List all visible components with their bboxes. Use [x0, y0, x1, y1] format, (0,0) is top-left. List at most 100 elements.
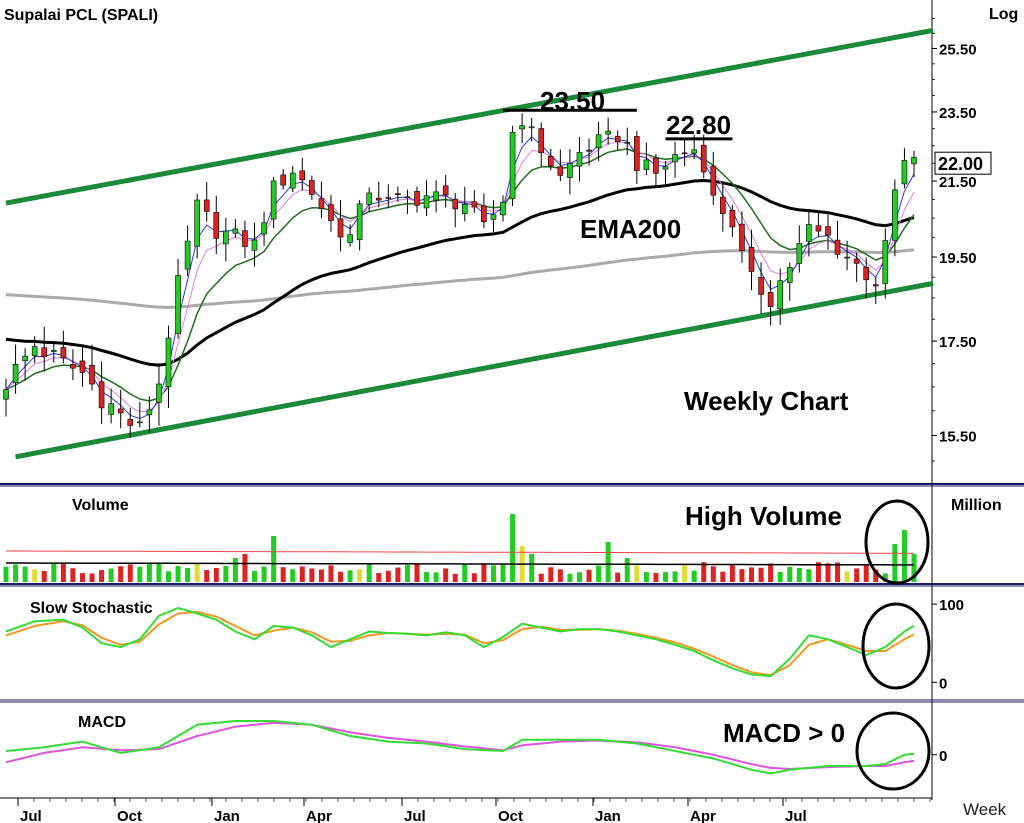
candle-body: [270, 180, 277, 220]
candle-body: [60, 347, 67, 359]
volume-label: Volume: [72, 497, 129, 514]
candle-body: [280, 174, 286, 186]
candle: [175, 258, 181, 339]
volume-bar: [653, 572, 659, 582]
time-tick-label: Jul: [785, 808, 807, 823]
macd-highlight-ellipse: [855, 711, 931, 791]
ema200-line: [5, 179, 915, 367]
stochastic-label: Slow Stochastic: [30, 600, 153, 617]
macd-tick-label: 0: [939, 748, 947, 765]
candle-body: [739, 223, 745, 251]
candle: [710, 151, 717, 206]
candle: [299, 157, 306, 191]
volume-bar: [194, 564, 200, 582]
candle-body: [853, 258, 860, 264]
candle: [41, 326, 48, 372]
candle: [614, 130, 621, 150]
candle: [681, 138, 688, 167]
candle-body: [194, 199, 200, 247]
candle: [901, 148, 908, 189]
candle: [691, 134, 697, 160]
candle-body: [328, 204, 334, 221]
candle: [672, 141, 678, 178]
stochastic-highlight-ellipse: [861, 602, 931, 690]
volume-bar: [433, 572, 439, 582]
volume-bar: [280, 567, 286, 582]
volume-bar: [529, 554, 535, 582]
candle-body: [547, 156, 554, 167]
candle-body: [481, 205, 487, 223]
candle-body: [385, 197, 392, 199]
candle-body: [901, 160, 908, 185]
volume-highlight-ellipse: [864, 499, 930, 585]
candle: [481, 193, 487, 229]
candle: [70, 349, 76, 381]
candle: [251, 222, 258, 267]
gray-ema-line: [5, 248, 915, 309]
candle: [892, 179, 898, 257]
candle-body: [882, 240, 889, 284]
candle: [433, 180, 439, 213]
candle: [853, 252, 860, 282]
volume-bar: [605, 542, 611, 582]
price-tick-label: 25.50: [939, 41, 977, 58]
candle: [662, 161, 669, 186]
candle-body: [41, 347, 48, 358]
candle-body: [605, 130, 611, 135]
candle: [261, 211, 267, 247]
volume-bar: [395, 567, 401, 582]
candle-body: [203, 199, 210, 212]
volume-bar: [691, 570, 697, 582]
volume-bar: [844, 571, 850, 582]
candle: [242, 220, 248, 258]
candle: [882, 228, 889, 299]
volume-bar: [682, 563, 688, 582]
volume-bar: [156, 563, 162, 582]
candle: [213, 195, 220, 255]
candle: [356, 200, 363, 251]
lower-channel-line: [15, 280, 934, 460]
volume-bar: [538, 573, 544, 582]
volume-bar: [863, 565, 869, 582]
candle: [595, 121, 602, 161]
candle-body: [127, 419, 134, 426]
candle-body: [767, 292, 774, 307]
candle: [270, 176, 277, 229]
volume-panel: [3, 514, 917, 582]
volume-unit-label: Million: [951, 497, 1002, 514]
candle: [404, 189, 411, 214]
volume-bar: [70, 568, 76, 582]
volume-bar: [835, 562, 841, 582]
candle: [758, 262, 764, 314]
volume-bar: [146, 562, 152, 582]
candle: [60, 330, 67, 364]
candle: [79, 347, 86, 387]
volume-bar: [901, 530, 907, 582]
candle: [337, 200, 344, 252]
candle-body: [786, 267, 793, 283]
candle-body: [796, 243, 803, 264]
volume-bar: [787, 566, 793, 582]
candle: [108, 388, 114, 424]
volume-bar: [710, 566, 716, 582]
volume-bar: [13, 564, 19, 582]
volume-bar: [672, 571, 678, 582]
price-tick-label: 15.50: [939, 428, 977, 445]
candle: [414, 186, 420, 213]
volume-bar: [500, 563, 506, 582]
candle: [519, 113, 525, 144]
candle-body: [433, 191, 439, 201]
axes-frame: [0, 0, 1024, 800]
volume-bar: [127, 564, 133, 582]
candle-body: [452, 198, 459, 210]
volume-bar: [165, 571, 171, 582]
volume-bar: [32, 569, 38, 582]
ema200-label: EMA200: [580, 214, 681, 244]
volume-bar: [79, 573, 85, 582]
candle-body: [710, 165, 717, 196]
candle-body: [748, 247, 755, 272]
candle-body: [442, 185, 449, 196]
volume-bar: [701, 562, 707, 582]
candle: [786, 262, 793, 301]
weekly-chart-label: Weekly Chart: [684, 386, 849, 416]
